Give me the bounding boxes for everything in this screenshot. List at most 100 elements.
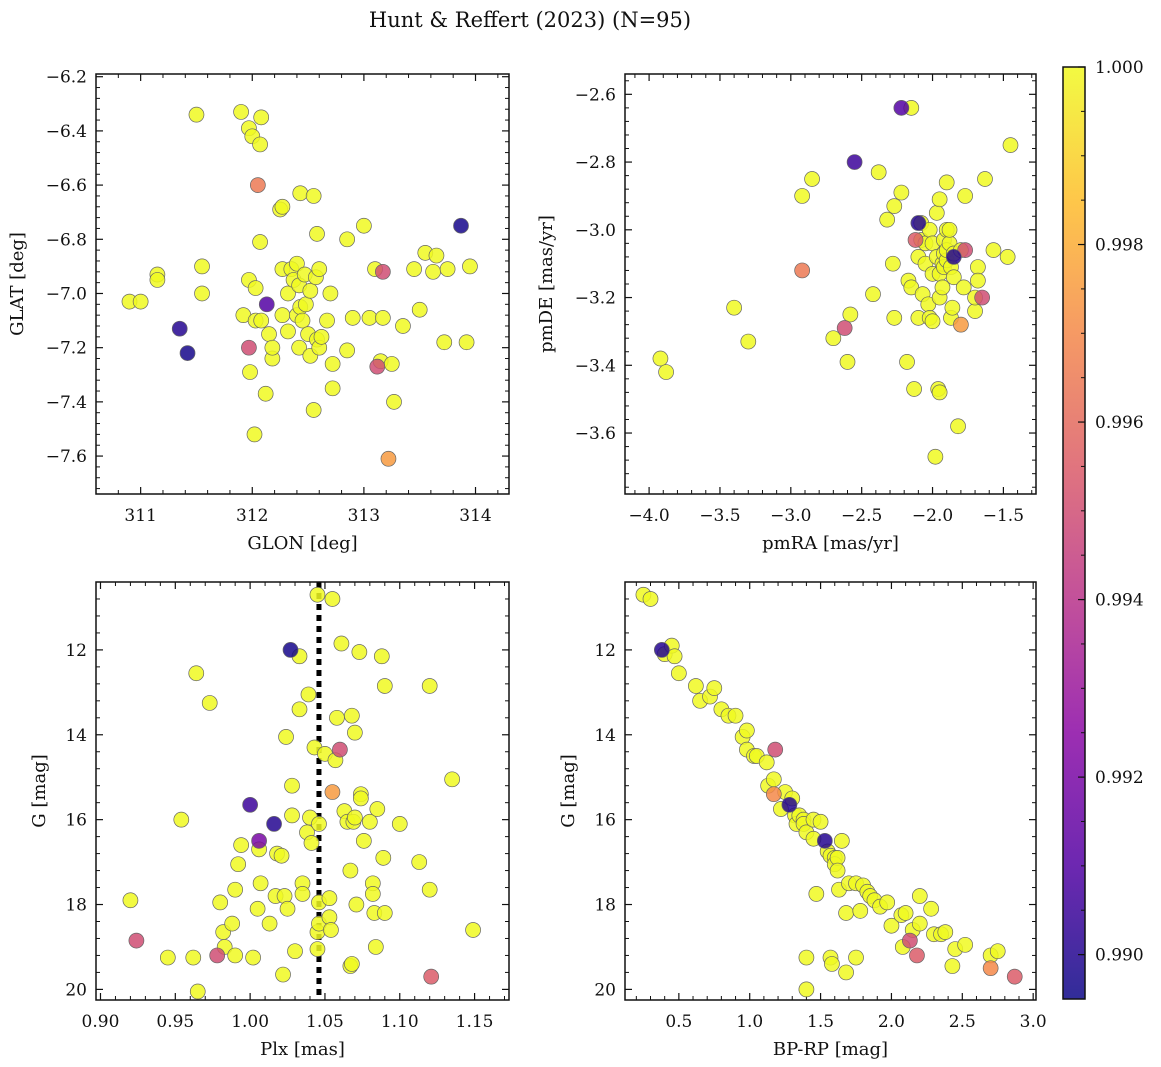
data-point bbox=[253, 109, 270, 126]
data-point bbox=[842, 306, 859, 323]
data-point bbox=[324, 591, 341, 607]
data-point bbox=[242, 364, 258, 380]
data-point bbox=[297, 296, 314, 313]
y-tick-label: −6.2 bbox=[46, 68, 87, 88]
y-tick-label: 12 bbox=[594, 641, 616, 661]
data-point bbox=[465, 922, 481, 938]
data-point bbox=[458, 334, 475, 351]
data-point bbox=[302, 282, 319, 299]
data-point bbox=[824, 956, 840, 972]
x-axis-label: BP-RP [mag] bbox=[773, 1039, 888, 1060]
data-point bbox=[865, 286, 881, 303]
x-tick-label: −4.0 bbox=[628, 506, 669, 526]
data-point bbox=[227, 881, 244, 898]
colorbar-fill bbox=[1063, 67, 1085, 999]
data-point bbox=[950, 418, 966, 435]
panels: 311 312 313 314 −7.6 −7.4 −7.2 −7.0 −6.8 −6.6 −6.4… bbox=[7, 68, 1047, 1060]
x-tick-label: 1.05 bbox=[306, 1012, 344, 1032]
data-point bbox=[870, 164, 887, 181]
data-point bbox=[342, 862, 359, 879]
data-point bbox=[321, 890, 338, 907]
data-point bbox=[305, 188, 322, 204]
y-tick-label: −3.6 bbox=[575, 424, 616, 444]
colorbar-tick-label: 0.990 bbox=[1095, 946, 1144, 966]
data-point bbox=[258, 296, 275, 313]
x-tick-label: 0.5 bbox=[665, 1012, 692, 1032]
colorbar-tick-label: 0.996 bbox=[1095, 413, 1144, 433]
data-point bbox=[344, 707, 360, 724]
data-point bbox=[879, 211, 896, 228]
data-point bbox=[309, 586, 326, 603]
data-point bbox=[974, 289, 990, 306]
data-point bbox=[230, 856, 247, 873]
x-tick-label: −2.0 bbox=[912, 506, 953, 526]
data-point bbox=[274, 307, 291, 324]
data-point bbox=[247, 280, 264, 296]
data-point bbox=[999, 249, 1016, 265]
x-tick-label: 2.5 bbox=[949, 1012, 976, 1032]
data-point bbox=[246, 426, 263, 443]
data-point bbox=[376, 678, 393, 694]
x-tick-label: 1.00 bbox=[231, 1012, 269, 1032]
data-point bbox=[944, 299, 961, 316]
y-tick-label: −7.6 bbox=[46, 447, 87, 467]
data-point bbox=[227, 947, 244, 964]
data-point bbox=[278, 729, 294, 745]
data-point bbox=[284, 777, 300, 794]
y-tick-label: −6.6 bbox=[46, 176, 87, 196]
data-point bbox=[280, 323, 296, 340]
data-point bbox=[249, 900, 266, 917]
data-point bbox=[836, 320, 853, 336]
data-point bbox=[261, 915, 278, 932]
y-axis-label: G [mag] bbox=[29, 754, 50, 827]
data-point bbox=[179, 345, 196, 361]
data-point bbox=[739, 722, 755, 739]
data-point bbox=[347, 724, 363, 741]
x-axis-label: pmRA [mas/yr] bbox=[762, 533, 899, 554]
panel-4: 0.5 1.0 1.5 2.0 2.5 3.0 12 14 16 18 20 BP-RP [mag] G… bbox=[558, 581, 1047, 1060]
data-point bbox=[369, 801, 386, 817]
data-point bbox=[955, 279, 972, 296]
data-point bbox=[928, 205, 945, 221]
data-point bbox=[453, 217, 469, 234]
data-point bbox=[383, 356, 400, 372]
data-point bbox=[311, 261, 328, 277]
data-point bbox=[280, 285, 296, 302]
data-point bbox=[300, 686, 317, 703]
data-point bbox=[436, 334, 453, 351]
x-axis-label: GLON [deg] bbox=[247, 533, 357, 554]
data-point bbox=[439, 261, 456, 277]
data-point bbox=[376, 905, 393, 921]
data-point bbox=[332, 741, 348, 758]
data-point bbox=[353, 790, 369, 807]
data-point bbox=[910, 215, 927, 231]
data-point bbox=[275, 966, 291, 983]
data-point bbox=[289, 255, 305, 272]
colorbar-tick-label: 0.998 bbox=[1095, 236, 1144, 256]
data-point bbox=[740, 333, 757, 350]
data-point bbox=[411, 301, 428, 318]
data-point bbox=[361, 813, 378, 830]
data-point bbox=[941, 221, 958, 238]
data-point bbox=[305, 402, 322, 418]
data-point bbox=[351, 644, 368, 660]
data-point bbox=[816, 833, 833, 849]
data-point bbox=[188, 106, 205, 123]
data-point bbox=[727, 707, 744, 724]
data-point bbox=[934, 279, 951, 296]
data-point bbox=[369, 358, 386, 375]
data-point bbox=[347, 809, 363, 826]
data-point bbox=[927, 448, 944, 465]
x-tick-label: 314 bbox=[459, 506, 491, 526]
data-point bbox=[324, 380, 341, 397]
data-point bbox=[344, 956, 360, 972]
data-point bbox=[923, 900, 939, 917]
x-tick-label: −2.5 bbox=[841, 506, 882, 526]
data-point bbox=[356, 217, 372, 234]
data-point bbox=[944, 958, 961, 974]
data-point bbox=[273, 847, 290, 864]
data-point bbox=[303, 835, 320, 851]
data-point bbox=[339, 342, 355, 359]
data-point bbox=[313, 328, 330, 345]
x-tick-label: 2.0 bbox=[878, 1012, 905, 1032]
